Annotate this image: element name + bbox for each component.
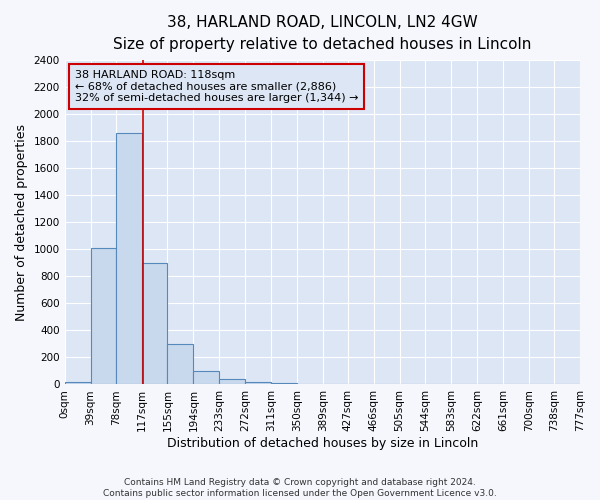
- Bar: [91, 248, 116, 384]
- Bar: [116, 133, 142, 384]
- Text: 38 HARLAND ROAD: 118sqm
← 68% of detached houses are smaller (2,886)
32% of semi: 38 HARLAND ROAD: 118sqm ← 68% of detache…: [75, 70, 358, 103]
- Title: 38, HARLAND ROAD, LINCOLN, LN2 4GW
Size of property relative to detached houses : 38, HARLAND ROAD, LINCOLN, LN2 4GW Size …: [113, 15, 532, 52]
- Bar: [245, 382, 271, 384]
- Bar: [142, 263, 167, 384]
- Bar: [65, 382, 91, 384]
- X-axis label: Distribution of detached houses by size in Lincoln: Distribution of detached houses by size …: [167, 437, 478, 450]
- Bar: [271, 383, 297, 384]
- Text: Contains HM Land Registry data © Crown copyright and database right 2024.
Contai: Contains HM Land Registry data © Crown c…: [103, 478, 497, 498]
- Bar: [193, 371, 219, 384]
- Y-axis label: Number of detached properties: Number of detached properties: [15, 124, 28, 321]
- Bar: [219, 379, 245, 384]
- Bar: [167, 344, 193, 385]
